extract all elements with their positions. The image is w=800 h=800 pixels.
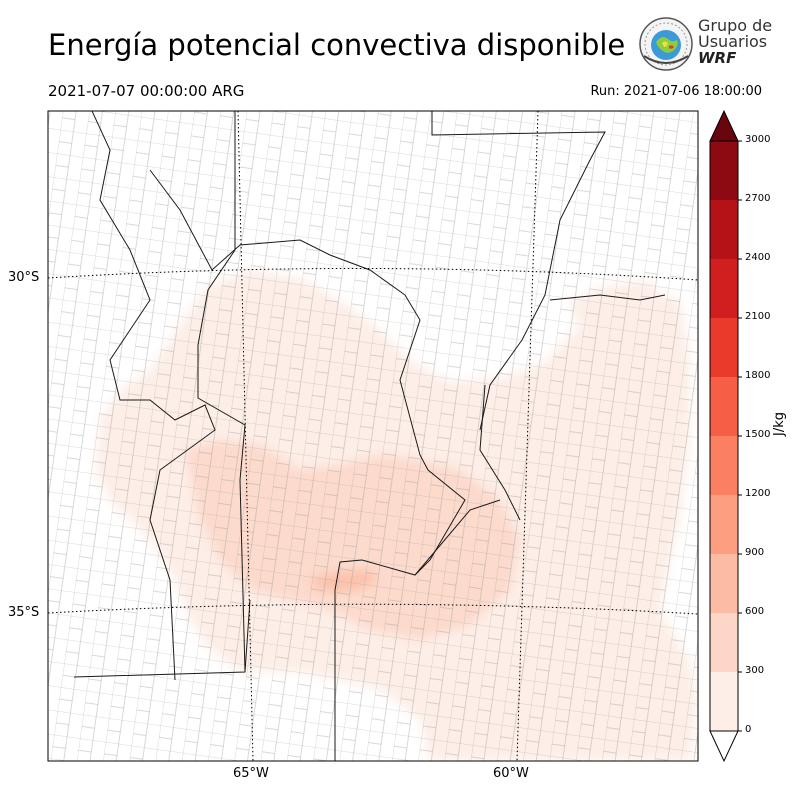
- colorbar: [709, 109, 742, 763]
- border-andes: [91, 111, 216, 681]
- colorbar-extend-min: [709, 730, 739, 763]
- colorbar-segment-4: [710, 436, 738, 495]
- colorbar-tick-label-7: 2100: [745, 311, 771, 322]
- colorbar-segment-6: [710, 318, 738, 377]
- border-lapampa: [73, 599, 251, 678]
- province-boundaries: [73, 111, 666, 761]
- colorbar-segment-8: [710, 200, 738, 259]
- colorbar-tick-label-0: 0: [745, 724, 752, 735]
- run-time: Run: 2021-07-06 18:00:00: [590, 84, 762, 99]
- colorbar-extend-max: [709, 109, 739, 142]
- colorbar-tick-label-1: 300: [745, 665, 765, 676]
- lon-label-60W: 60°W: [493, 766, 529, 781]
- colorbar-tick-label-3: 900: [745, 547, 765, 558]
- lon-60W-line: [516, 111, 539, 761]
- logo-line-2: Usuarios: [698, 32, 768, 51]
- colorbar-segment-9: [710, 141, 738, 200]
- colorbar-tick-label-5: 1500: [745, 429, 771, 440]
- colorbar-tick-label-6: 1800: [745, 370, 771, 381]
- border-entrerios: [549, 294, 666, 301]
- graticule: [48, 111, 698, 761]
- border-santiago: [431, 111, 606, 431]
- lat-35S-line: [48, 603, 698, 615]
- colorbar-segment-0: [710, 672, 738, 731]
- lon-label-65W: 65°W: [233, 766, 269, 781]
- colorbar-tick-label-4: 1200: [745, 488, 771, 499]
- border-catamarca: [149, 169, 406, 296]
- lon-65W-line: [237, 111, 254, 761]
- colorbar-tick-label-9: 2700: [745, 193, 771, 204]
- border-buenosaires: [334, 559, 363, 761]
- colorbar-unit: J/kg: [772, 412, 787, 436]
- department-boundaries: [48, 111, 698, 761]
- wrf-globe-seal-icon: [639, 17, 693, 71]
- logo-text: Grupo de Usuarios WRF: [698, 16, 773, 67]
- lat-label-35S: 35°S: [8, 605, 40, 620]
- wrf-logo: Grupo de Usuarios WRF: [638, 16, 788, 72]
- map-frame: [47, 110, 699, 762]
- border-santafe-e: [479, 384, 521, 521]
- border-sanluis: [361, 499, 501, 576]
- colorbar-segment-1: [710, 613, 738, 672]
- valid-time: 2021-07-07 00:00:00 ARG: [48, 82, 245, 100]
- border-cordoba-w: [197, 111, 246, 673]
- colorbar-segment-5: [710, 377, 738, 436]
- colorbar-tick-label-8: 2400: [745, 252, 771, 263]
- logo-line-1: Grupo de: [698, 16, 773, 35]
- chart-title: Energía potencial convectiva disponible: [48, 28, 626, 62]
- logo-line-3: WRF: [698, 49, 737, 67]
- colorbar-segment-7: [710, 259, 738, 318]
- map-area: [48, 111, 698, 761]
- colorbar-tick-label-2: 600: [745, 606, 765, 617]
- lat-30S-line: [48, 267, 698, 281]
- colorbar-segment-3: [710, 495, 738, 554]
- colorbar-segment-2: [710, 554, 738, 613]
- lat-label-30S: 30°S: [8, 270, 40, 285]
- colorbar-tick-label-10: 3000: [745, 134, 771, 145]
